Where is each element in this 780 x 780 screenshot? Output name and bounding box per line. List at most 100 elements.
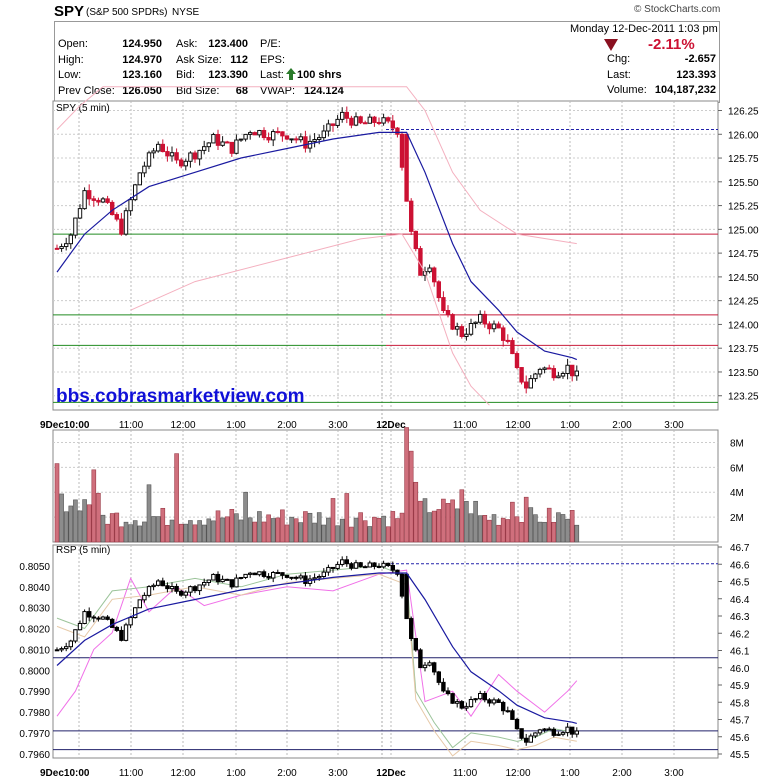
rsp-left-tick: 0.7960 [19, 750, 50, 761]
watermark: bbs.cobrasmarketview.com [56, 386, 305, 407]
volume-bar [533, 514, 538, 543]
candle-body [436, 281, 442, 299]
candle-body [77, 208, 83, 219]
candle-body [533, 373, 538, 380]
candle-body [570, 364, 575, 377]
candle-body [551, 368, 556, 379]
upper-band-line [56, 86, 577, 245]
quote-box [54, 21, 720, 103]
rsp-left-tick: 0.8030 [19, 604, 50, 615]
rsp-candle-body [146, 586, 152, 596]
change-percent: -2.11% [648, 36, 695, 53]
volume-bar [229, 509, 235, 543]
rsp-candle-body [478, 693, 483, 700]
volume-bar [224, 516, 230, 543]
volume-bar [454, 508, 460, 543]
rsp-candle-body [533, 732, 538, 737]
volume-tick-label: 4M [730, 488, 744, 499]
rsp-candle-body [501, 701, 506, 712]
rsp-candle-body [59, 648, 64, 651]
rsp-candle-body [110, 618, 115, 628]
candle-body [82, 190, 87, 210]
volume-bar [201, 524, 207, 543]
rsp-right-tick: 46.3 [730, 612, 750, 623]
quote-value: 124.970 [122, 53, 162, 66]
candle-body [192, 152, 198, 160]
volume-bar [243, 491, 248, 543]
volume-bar [519, 522, 524, 543]
volume-bar [54, 463, 60, 543]
candle-body [128, 199, 133, 212]
volume-bar [349, 526, 354, 543]
candle-body [169, 152, 175, 157]
candle-body [160, 143, 166, 153]
volume-bar [510, 501, 515, 543]
rsp-candle-body [386, 562, 391, 567]
volume-bar [169, 519, 175, 543]
candle-body [455, 326, 460, 330]
volume-bar [316, 512, 322, 543]
volume-bar [270, 518, 276, 543]
rsp-candle-body [528, 735, 533, 743]
x-tick-label: 2:00 [277, 420, 297, 431]
rsp-left-tick: 0.8010 [19, 645, 50, 656]
x-tick-label: 12:00 [505, 768, 530, 779]
quote-label: EPS: [260, 53, 286, 66]
quote-label: Low: [58, 69, 82, 81]
volume-bar [165, 524, 170, 543]
rsp-candle-body [137, 599, 143, 609]
volume-bar [569, 510, 575, 543]
rsp-candle-body [321, 571, 327, 578]
volume-bar [293, 518, 299, 543]
candle-body [473, 321, 478, 324]
rsp-candle-body [284, 574, 290, 578]
rsp-right-tick: 45.5 [730, 750, 750, 761]
volume-bar [151, 516, 156, 543]
rsp-right-tick: 46.0 [730, 664, 750, 675]
volume-bar [344, 493, 350, 543]
rsp-candle-body [551, 728, 556, 736]
quote-label: Chg: [607, 53, 631, 65]
volume-bar [174, 453, 179, 543]
volume-bar [178, 523, 184, 543]
x-tick-label: 11:00 [119, 768, 144, 779]
candle-body [501, 327, 506, 341]
volume-tick-label: 8M [730, 438, 744, 449]
rsp-candle-body [353, 562, 359, 569]
volume-bar [353, 517, 359, 543]
volume-bar [96, 492, 101, 543]
candle-body [349, 117, 354, 126]
candle-body [105, 198, 110, 203]
volume-bar [422, 498, 428, 543]
volume-bar [77, 510, 83, 543]
quote-value: 123.160 [122, 69, 162, 81]
rsp-right-tick: 46.4 [730, 595, 750, 606]
candle-body [427, 267, 432, 273]
rsp-left-tick: 0.8000 [19, 666, 50, 677]
volume-bar [114, 512, 120, 543]
candle-body [505, 339, 511, 342]
volume-bar [220, 517, 225, 543]
volume-bar [321, 524, 327, 543]
candle-body [68, 234, 73, 245]
rsp-candle-body [422, 664, 428, 669]
rsp-candle-body [381, 562, 386, 568]
candle-body [266, 137, 271, 141]
candle-body [413, 230, 419, 250]
candle-body [225, 141, 230, 144]
volume-bar [266, 514, 271, 543]
rsp-left-tick: 0.8040 [19, 583, 50, 594]
candle-body [137, 172, 143, 186]
x-tick-label: 2:00 [612, 768, 632, 779]
candle-body [119, 218, 124, 235]
rsp-candle-body [192, 586, 198, 592]
candle-body [445, 310, 451, 316]
quote-value: 126.050 [122, 84, 162, 97]
rsp-candle-body [491, 699, 497, 704]
rsp-candle-body [395, 569, 400, 575]
candle-body [215, 134, 221, 146]
volume-bar [358, 512, 363, 543]
candle-body [376, 121, 382, 124]
candle-body [114, 214, 119, 220]
